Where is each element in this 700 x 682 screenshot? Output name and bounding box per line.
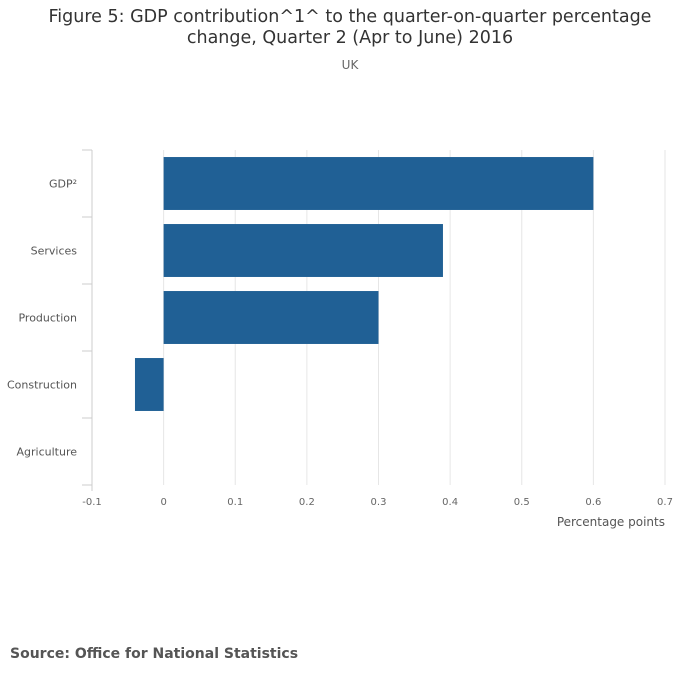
y-category-label: GDP²	[49, 178, 77, 191]
x-tick-label: 0.5	[514, 497, 530, 508]
bar-production	[163, 291, 379, 344]
x-tick-label: 0.1	[227, 497, 243, 508]
x-tick-label: 0.3	[371, 497, 387, 508]
chart-subtitle: UK	[341, 58, 359, 72]
x-tick-label: 0.4	[442, 497, 458, 508]
axis-lines	[82, 149, 93, 491]
x-tick-label: 0.7	[657, 497, 673, 508]
x-tick-label: 0.2	[299, 497, 315, 508]
axis-labels: -0.1 0 0.1 0.2 0.3 0.4 0.5 0.6 0.7 GDP² Services Pr…	[7, 178, 673, 530]
bar-gdp	[163, 157, 594, 210]
source-note: Source: Office for National Statistics	[10, 646, 299, 662]
bars	[134, 157, 594, 411]
y-category-label: Services	[31, 245, 78, 258]
x-tick-label: 0	[160, 497, 166, 508]
chart-title: Figure 5: GDP contribution^1^ to the qua…	[48, 7, 652, 48]
bar-construction	[134, 358, 164, 411]
y-category-label: Agriculture	[17, 446, 78, 459]
y-category-label: Construction	[7, 379, 77, 392]
y-category-label: Production	[18, 312, 77, 325]
x-tick-label: 0.6	[585, 497, 601, 508]
x-tick-label: -0.1	[82, 497, 102, 508]
x-axis-title: Percentage points	[557, 515, 665, 529]
bar-services	[163, 224, 443, 277]
